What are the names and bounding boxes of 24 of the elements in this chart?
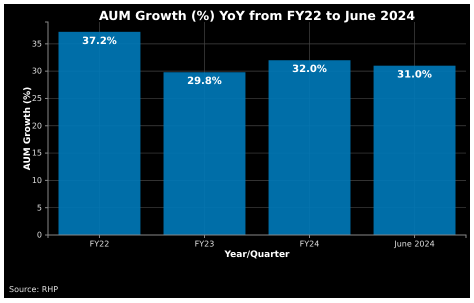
bar	[164, 72, 246, 235]
y-tick-label: 25	[32, 94, 42, 104]
x-tick-label: June 2024	[393, 240, 435, 249]
bar	[374, 66, 456, 235]
y-tick-label: 5	[36, 203, 42, 212]
source-note: Source: RHP	[9, 285, 58, 294]
data-label: 31.0%	[397, 70, 432, 81]
data-label: 37.2%	[82, 36, 117, 47]
x-tick-label: FY23	[194, 240, 214, 249]
y-tick-label: 10	[32, 176, 42, 185]
y-tick-label: 35	[32, 39, 42, 48]
data-label: 32.0%	[292, 64, 327, 76]
bar	[268, 60, 350, 235]
data-label: 29.8%	[187, 76, 222, 88]
y-axis-title: AUM Growth (%)	[23, 86, 33, 170]
y-tick-label: 30	[32, 66, 42, 76]
y-tick-label: 0	[36, 230, 42, 240]
y-tick-label: 15	[32, 148, 42, 158]
bar	[58, 32, 140, 235]
x-tick-label: FY22	[90, 240, 110, 249]
x-axis-title: Year/Quarter	[223, 250, 290, 260]
chart-title: AUM Growth (%) YoY from FY22 to June 2024	[98, 8, 416, 23]
y-tick-label: 20	[32, 121, 42, 130]
x-tick-label: FY24	[300, 240, 320, 249]
